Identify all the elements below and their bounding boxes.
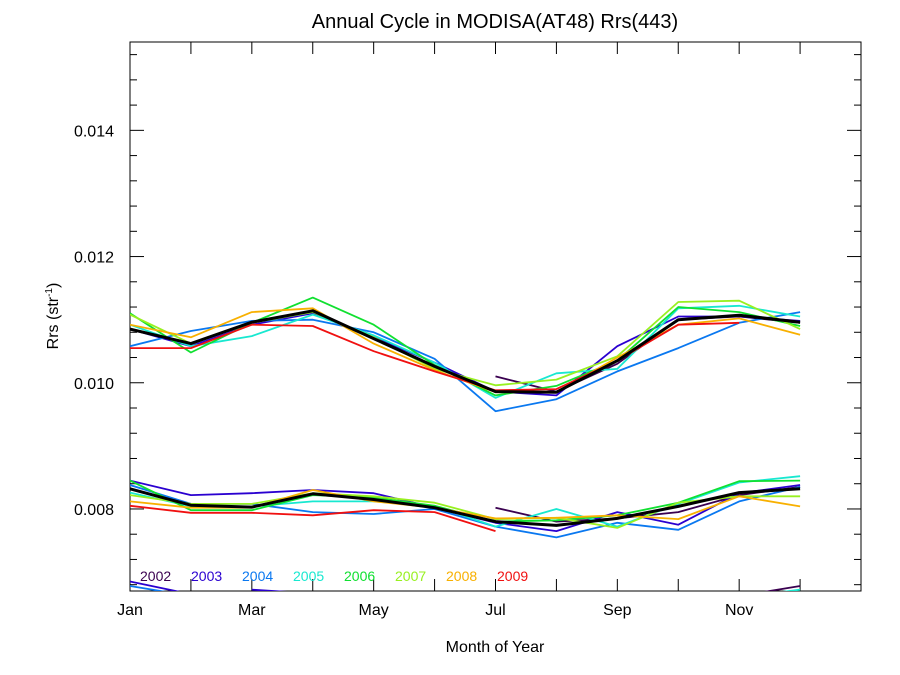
lower-series-mean xyxy=(130,487,801,527)
bottom-series-2005 xyxy=(782,588,801,591)
legend: 2002 2003 2004 2005 2006 2007 2008 2009 xyxy=(140,568,528,584)
y-axis: 0.008 0.010 0.012 0.014 xyxy=(74,54,861,586)
legend-item-2009: 2009 xyxy=(497,568,528,584)
y-axis-label-main: Rrs (str xyxy=(45,296,62,349)
legend-item-2008: 2008 xyxy=(446,568,477,584)
y-axis-label: Rrs (str-1) xyxy=(44,283,62,350)
y-tick-label: 0.010 xyxy=(74,376,114,393)
x-tick-label: May xyxy=(359,602,389,619)
upper-series-2007 xyxy=(130,299,801,387)
legend-item-2007: 2007 xyxy=(395,568,426,584)
x-tick-label: Nov xyxy=(725,602,753,619)
x-axis-label: Month of Year xyxy=(446,639,545,656)
bottom-series-2002 xyxy=(764,585,801,591)
upper-series-2003 xyxy=(130,312,801,397)
y-axis-label-end: ) xyxy=(45,283,62,288)
x-tick-label: Jan xyxy=(117,602,143,619)
chart-title: Annual Cycle in MODISA(AT48) Rrs(443) xyxy=(312,11,678,33)
y-axis-label-sup: -1 xyxy=(44,288,55,297)
x-axis: Jan Mar May Jul Sep Nov xyxy=(117,42,862,619)
legend-item-2004: 2004 xyxy=(242,568,273,584)
x-tick-label: Jul xyxy=(485,602,505,619)
series-lines xyxy=(130,296,801,591)
x-tick-label: Mar xyxy=(238,602,266,619)
upper-series-2004 xyxy=(130,311,801,413)
y-tick-label: 0.012 xyxy=(74,250,114,267)
y-tick-label: 0.014 xyxy=(74,123,114,140)
lower-series-2007 xyxy=(130,492,801,529)
legend-item-2006: 2006 xyxy=(344,568,375,584)
series-layer xyxy=(130,296,801,591)
y-tick-label: 0.008 xyxy=(74,502,114,519)
legend-item-2002: 2002 xyxy=(140,568,171,584)
upper-series-mean xyxy=(130,309,801,394)
lower-series-2009 xyxy=(130,504,496,532)
bottom-series-2003 xyxy=(130,580,180,591)
bottom-series-2003 xyxy=(251,588,288,591)
legend-item-2005: 2005 xyxy=(293,568,324,584)
legend-item-2003: 2003 xyxy=(191,568,222,584)
x-tick-label: Sep xyxy=(603,602,632,619)
bottom-series-2004 xyxy=(130,585,167,591)
